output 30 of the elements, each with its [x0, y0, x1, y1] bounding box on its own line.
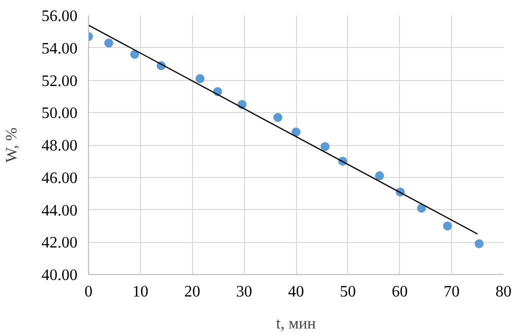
y-tick-label: 48.00 [42, 138, 78, 154]
point [196, 74, 205, 84]
y-tick-label: 40.00 [42, 267, 78, 284]
x-tick-label: 70 [444, 284, 460, 300]
x-tick-label: 30 [236, 284, 252, 300]
x-tick-label: 0 [84, 284, 92, 300]
point [273, 112, 282, 122]
x-tick-label: 50 [340, 284, 356, 300]
point [442, 221, 452, 230]
point [375, 171, 384, 180]
point [417, 204, 426, 213]
x-tick-label: 10 [132, 284, 148, 300]
point [474, 239, 484, 248]
y-tick-label: 50.00 [42, 105, 78, 122]
point [130, 50, 140, 59]
y-axis-title: W, % [4, 128, 20, 162]
x-tick-label: 20 [184, 284, 200, 300]
y-tick-label: 54.00 [42, 40, 78, 58]
point [104, 38, 114, 48]
y-tick-label: 44.00 [42, 202, 78, 220]
x-tick-label: 80 [496, 284, 512, 300]
y-tick-label: 46.00 [42, 170, 78, 187]
x-tick-label: 60 [392, 284, 408, 300]
y-tick-label: 56.00 [42, 8, 78, 25]
y-tick-label: 52.00 [42, 72, 78, 90]
y-tick-label: 42.00 [42, 234, 78, 252]
x-tick-label: 40 [288, 284, 304, 300]
x-axis-title: t, мин [276, 316, 316, 332]
point [292, 128, 300, 137]
point [320, 142, 330, 152]
